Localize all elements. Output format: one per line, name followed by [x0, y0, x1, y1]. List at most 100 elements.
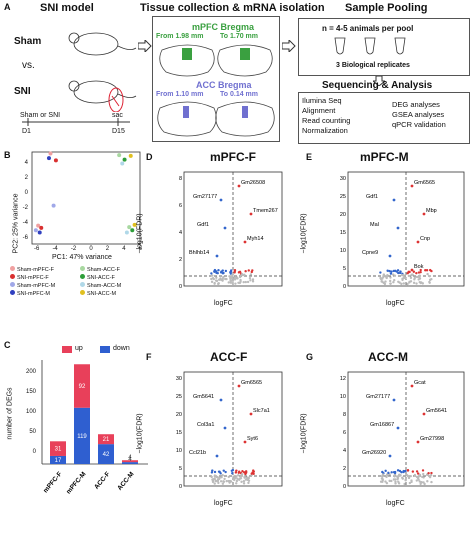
volcano-point [386, 269, 389, 272]
volcano-point [389, 282, 392, 285]
volcano-point [227, 475, 230, 479]
volcano-highlight-point [416, 240, 420, 244]
volcano-point [244, 472, 247, 476]
volcano-point [235, 482, 238, 485]
volcano-point [244, 280, 247, 284]
volcano-gene-label: Mbp [426, 208, 437, 214]
volcano-point [251, 278, 255, 281]
pca-legend-label: Sham-mPFC-F [17, 267, 54, 273]
volcano-highlight-point [219, 398, 223, 402]
volcano-point [406, 271, 409, 275]
volcano-point [231, 282, 234, 285]
volcano-point [397, 271, 400, 275]
volcano-point [221, 474, 224, 477]
bar-down [98, 444, 114, 464]
pca-xlabel: PC1: 47% variance [52, 254, 112, 261]
bar-down-label: 17 [55, 458, 62, 464]
volcano-point [245, 476, 249, 479]
arrow-right-icon [138, 40, 152, 52]
sham-or-sni-label: Sham or SNI [20, 112, 61, 119]
volcano-highlight-point [215, 254, 219, 258]
volcano-ytick: 2 [343, 466, 346, 472]
volcano-point [415, 271, 418, 275]
volcano-gene-label: Gdf1 [197, 222, 209, 228]
volcano-gene-label: Mal [370, 222, 379, 228]
volcano-highlight-point [237, 184, 241, 188]
panel-f-label: F [146, 352, 152, 362]
volcano-point [392, 269, 395, 273]
volcano-point [428, 280, 431, 284]
bar-down [122, 462, 138, 464]
volcano-point [246, 280, 250, 284]
panel-e-title: mPFC-M [360, 150, 409, 164]
volcano-point [242, 482, 246, 485]
volcano-point [410, 273, 413, 276]
volcano-point [382, 273, 386, 276]
volcano-point [213, 475, 217, 478]
volcano-point [247, 476, 251, 480]
sac-label: sac [112, 112, 123, 119]
volcano-highlight-point [410, 384, 414, 388]
volcano-point [210, 277, 213, 281]
volcano-point [233, 276, 236, 280]
volcano-point [402, 282, 405, 285]
pca-legend-item: Sham-ACC-F [80, 266, 150, 273]
volcano-ytick: 8 [179, 176, 182, 182]
volcano-point [430, 480, 433, 484]
volcano-ytick: 5 [179, 466, 182, 472]
volcano-point [390, 479, 393, 483]
volcano-point [217, 269, 220, 272]
volcano-point [241, 273, 244, 277]
volcano-point [381, 470, 384, 474]
pooling-box [298, 18, 470, 76]
volcano-point [219, 271, 223, 274]
volcano-ytick: 25 [340, 194, 346, 200]
sni-label: SNI [14, 86, 31, 97]
volcano-point [397, 482, 401, 485]
volcano-point [244, 478, 248, 481]
seq-item: Normalization [302, 126, 348, 135]
volcano-point [429, 268, 432, 272]
volcano-point [413, 278, 416, 281]
volcano-gene-label: Gcat [414, 380, 426, 386]
volcano-point [420, 481, 423, 484]
volcano-point [244, 269, 247, 273]
seq-item: GSEA analyses [392, 110, 445, 119]
volcano-point [415, 275, 419, 279]
mouse-illustration [68, 32, 137, 112]
volcano-point [422, 481, 425, 484]
volcano-point [392, 478, 396, 481]
volcano-gene-label: Cnp [420, 236, 430, 242]
volcano-ytick: 20 [176, 412, 182, 418]
volcano-point [419, 268, 422, 272]
down-swatch [100, 346, 110, 353]
volcano-gene-label: Gdf1 [366, 194, 378, 200]
volcano-ytick: 12 [340, 376, 346, 382]
pca-point [127, 225, 132, 230]
volcano-point [217, 282, 220, 286]
volcano-point [385, 475, 388, 479]
volcano-point [236, 477, 239, 480]
volcano-point [406, 474, 410, 478]
volcano-point [407, 476, 411, 480]
pca-point [122, 157, 127, 162]
volcano-point [228, 480, 232, 483]
pca-legend-label: Sham-ACC-M [87, 283, 122, 289]
bar-up-label: 4 [128, 455, 132, 461]
volcano-point [396, 269, 400, 272]
volcano-point [234, 471, 238, 474]
pca-point [120, 161, 125, 166]
volcano-point [426, 272, 429, 276]
seq-box [298, 92, 470, 144]
arrow-down-icon [373, 76, 385, 86]
volcano-gene-label: Slc7a1 [253, 408, 270, 414]
volcano-point [384, 469, 387, 473]
volcano-point [211, 469, 214, 472]
volcano-mpfc-f: 0 2 4 6 8 Gm26508 Gm27177 Tmem267 Gdf1 Myh14 Bhlhb… [179, 171, 283, 290]
volcano-point [235, 469, 238, 472]
seq-title: Sequencing & Analysis [322, 80, 433, 91]
seq-left-list: Ilumina Seq Alignment Read counting Norm… [302, 96, 350, 136]
volcano-ytick: 0 [179, 284, 182, 290]
volcano-point [217, 481, 220, 485]
volcano-gene-label: Syt6 [247, 436, 258, 442]
